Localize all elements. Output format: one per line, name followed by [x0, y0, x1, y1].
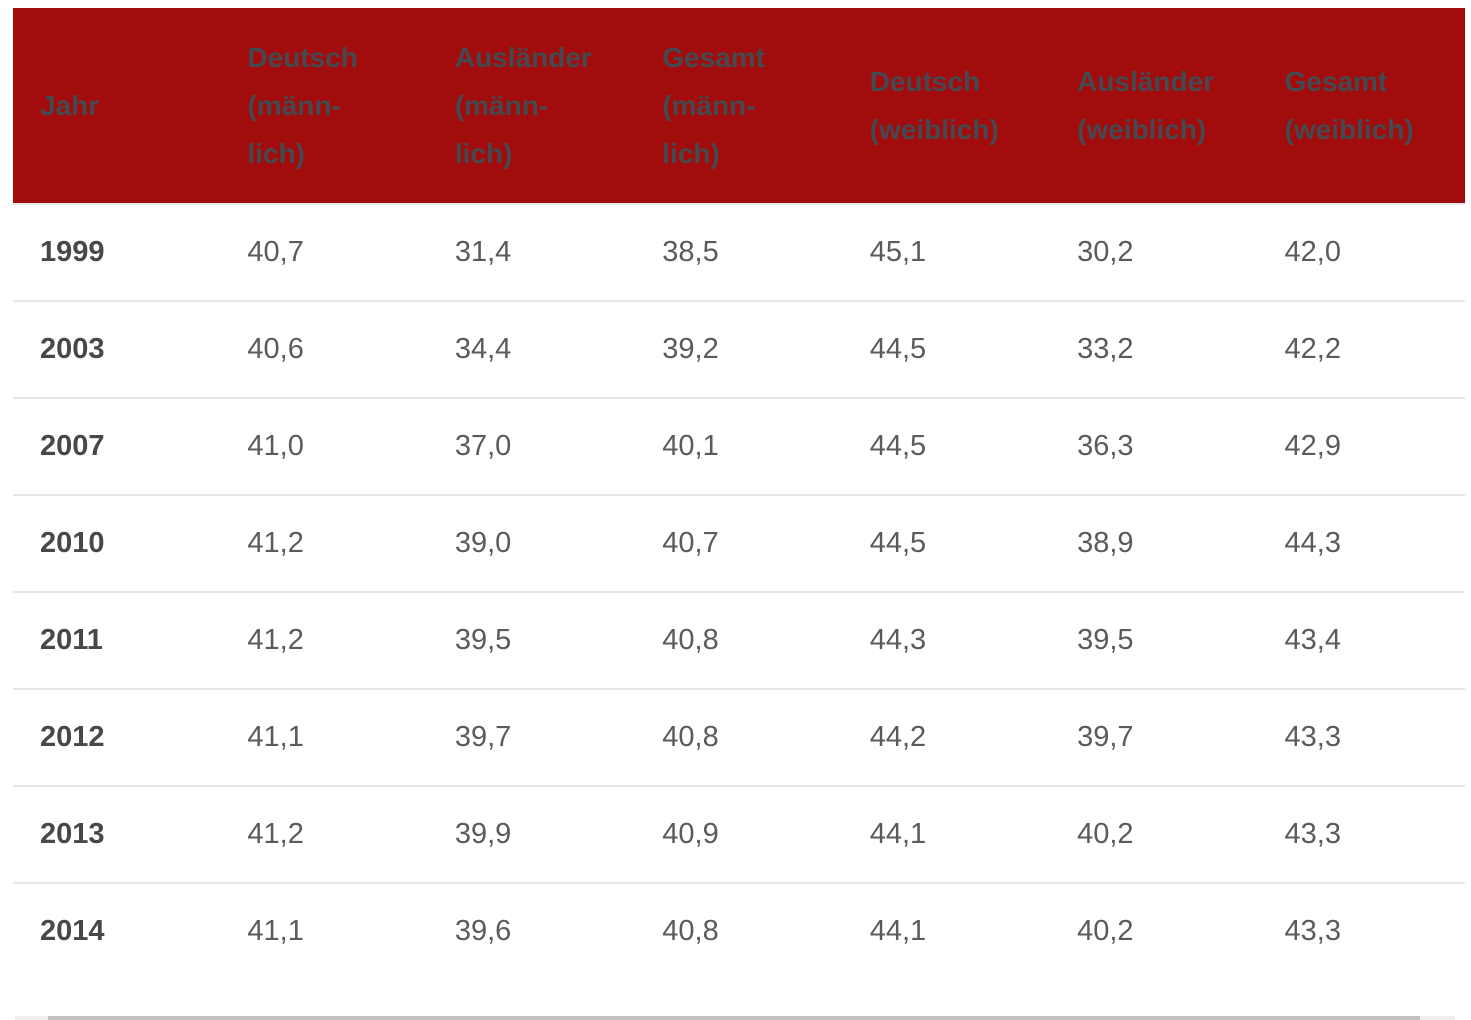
value-cell: 38,9	[1050, 494, 1258, 592]
header-line: Deutsch	[247, 41, 358, 73]
value-cell: 40,9	[635, 785, 843, 883]
value-cell: 39,5	[1050, 591, 1258, 689]
value-cell: 40,1	[635, 397, 843, 495]
table-header: Jahr Deutsch (männ- lich) Ausländer (män…	[13, 8, 1465, 204]
value-cell: 39,0	[427, 494, 636, 592]
header-auslaender-weiblich: Ausländer (weiblich)	[1050, 8, 1258, 204]
horizontal-scrollbar-track[interactable]	[15, 1016, 1455, 1020]
year-cell: 2012	[13, 688, 221, 786]
value-cell: 40,8	[635, 591, 843, 689]
table-row: 2013 41,2 39,9 40,9 44,1 40,2 43,3	[13, 785, 1465, 883]
header-gesamt-maennlich: Gesamt (männ- lich)	[635, 8, 843, 204]
table-row: 2012 41,1 39,7 40,8 44,2 39,7 43,3	[13, 688, 1465, 786]
header-line: Jahr	[40, 89, 100, 121]
year-cell: 2014	[13, 882, 221, 979]
value-cell: 41,2	[220, 785, 428, 883]
value-cell: 42,2	[1257, 300, 1465, 398]
value-cell: 40,8	[635, 688, 843, 786]
table-row: 2010 41,2 39,0 40,7 44,5 38,9 44,3	[13, 494, 1465, 592]
table-row: 2007 41,0 37,0 40,1 44,5 36,3 42,9	[13, 397, 1465, 495]
value-cell: 41,1	[220, 688, 428, 786]
value-cell: 44,5	[842, 494, 1051, 592]
value-cell: 44,1	[842, 882, 1051, 979]
value-cell: 41,2	[220, 494, 428, 592]
year-cell: 2007	[13, 397, 221, 495]
year-cell: 2003	[13, 300, 221, 398]
value-cell: 39,7	[1050, 688, 1258, 786]
table-row: 2014 41,1 39,6 40,8 44,1 40,2 43,3	[13, 882, 1465, 979]
table-row: 2011 41,2 39,5 40,8 44,3 39,5 43,4	[13, 591, 1465, 689]
value-cell: 41,1	[220, 882, 428, 979]
header-deutsch-maennlich: Deutsch (männ- lich)	[220, 8, 428, 204]
statistics-table-container: Jahr Deutsch (männ- lich) Ausländer (män…	[13, 8, 1465, 979]
value-cell: 44,5	[842, 300, 1051, 398]
value-cell: 41,0	[220, 397, 428, 495]
header-line: Gesamt	[662, 41, 765, 73]
value-cell: 38,5	[635, 203, 843, 301]
value-cell: 39,9	[427, 785, 636, 883]
value-cell: 44,2	[842, 688, 1051, 786]
value-cell: 43,3	[1257, 785, 1465, 883]
value-cell: 44,1	[842, 785, 1051, 883]
header-line: Ausländer	[1077, 65, 1215, 97]
year-cell: 2011	[13, 591, 221, 689]
header-line: Deutsch	[869, 65, 981, 97]
value-cell: 30,2	[1050, 203, 1258, 301]
value-cell: 39,2	[635, 300, 843, 398]
value-cell: 37,0	[427, 397, 636, 495]
header-deutsch-weiblich: Deutsch (weiblich)	[842, 8, 1051, 204]
value-cell: 39,5	[427, 591, 636, 689]
header-line: lich)	[454, 137, 513, 169]
value-cell: 40,8	[635, 882, 843, 979]
year-cell: 2013	[13, 785, 221, 883]
header-gesamt-weiblich: Gesamt (weiblich)	[1257, 8, 1465, 204]
header-line: (weiblich)	[1284, 113, 1414, 145]
value-cell: 44,3	[1257, 494, 1465, 592]
header-line: Ausländer	[454, 41, 592, 73]
value-cell: 44,3	[842, 591, 1051, 689]
value-cell: 40,7	[635, 494, 843, 592]
header-line: Gesamt	[1284, 65, 1388, 97]
header-auslaender-maennlich: Ausländer (männ- lich)	[427, 8, 636, 204]
header-line: lich)	[662, 137, 720, 169]
header-line: (weiblich)	[869, 113, 999, 145]
header-line: (weiblich)	[1077, 113, 1207, 145]
value-cell: 34,4	[427, 300, 636, 398]
value-cell: 41,2	[220, 591, 428, 689]
value-cell: 42,0	[1257, 203, 1465, 301]
value-cell: 42,9	[1257, 397, 1465, 495]
statistics-table: Jahr Deutsch (männ- lich) Ausländer (män…	[13, 8, 1465, 979]
table-row: 1999 40,7 31,4 38,5 45,1 30,2 42,0	[13, 203, 1465, 301]
table-header-row: Jahr Deutsch (männ- lich) Ausländer (män…	[13, 8, 1465, 204]
value-cell: 36,3	[1050, 397, 1258, 495]
value-cell: 40,7	[220, 203, 428, 301]
value-cell: 40,2	[1050, 882, 1258, 979]
year-cell: 2010	[13, 494, 221, 592]
header-line: lich)	[247, 137, 305, 169]
header-line: (männ-	[662, 89, 756, 121]
header-line: (männ-	[247, 89, 341, 121]
year-cell: 1999	[13, 203, 221, 301]
table-row: 2003 40,6 34,4 39,2 44,5 33,2 42,2	[13, 300, 1465, 398]
value-cell: 40,2	[1050, 785, 1258, 883]
value-cell: 44,5	[842, 397, 1051, 495]
value-cell: 39,6	[427, 882, 636, 979]
header-jahr: Jahr	[13, 8, 221, 204]
horizontal-scrollbar-thumb[interactable]	[48, 1016, 1420, 1020]
value-cell: 45,1	[842, 203, 1051, 301]
value-cell: 31,4	[427, 203, 636, 301]
value-cell: 43,4	[1257, 591, 1465, 689]
value-cell: 39,7	[427, 688, 636, 786]
value-cell: 40,6	[220, 300, 428, 398]
value-cell: 43,3	[1257, 882, 1465, 979]
header-line: (männ-	[454, 89, 549, 121]
value-cell: 33,2	[1050, 300, 1258, 398]
table-body: 1999 40,7 31,4 38,5 45,1 30,2 42,0 2003 …	[13, 203, 1465, 979]
value-cell: 43,3	[1257, 688, 1465, 786]
